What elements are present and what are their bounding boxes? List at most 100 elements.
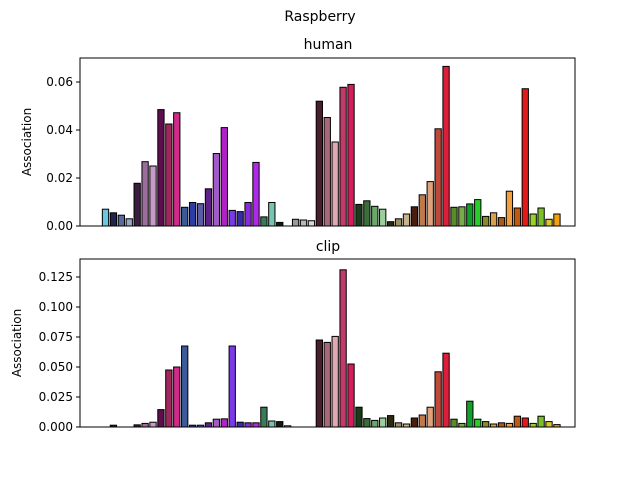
clip-bar [212, 418, 221, 428]
human-bar [489, 212, 498, 227]
human-bar [426, 181, 434, 227]
clip-bar [252, 422, 260, 428]
clip-bar [173, 366, 181, 428]
clip-bar [260, 406, 268, 428]
human-bar [339, 86, 347, 227]
clip-bar [537, 415, 545, 428]
clip-bar [521, 417, 529, 428]
human-bar [450, 206, 458, 227]
human-bar [260, 216, 268, 227]
human-bar [133, 182, 141, 227]
figure-title: Raspberry [284, 9, 355, 25]
clip-bar [165, 369, 173, 428]
clip-bar [276, 421, 284, 428]
human-y-axis-label: Association [20, 108, 34, 176]
human-bar [165, 123, 173, 227]
human-bar [537, 207, 545, 227]
human-bar [204, 188, 213, 227]
clip-bar [220, 418, 228, 428]
clip-bar [323, 341, 331, 428]
human-bar [149, 165, 157, 227]
human-y-tick-label: 0.02 [46, 171, 73, 185]
clip-bar [386, 415, 395, 428]
human-bar [307, 220, 316, 227]
clip-bar [181, 345, 189, 428]
human-bar [363, 200, 371, 227]
human-bar [276, 221, 284, 227]
human-bar [355, 203, 363, 227]
clip-bar [545, 421, 553, 428]
clip-bar [339, 269, 347, 428]
human-y-ticks: 0.00 0.02 0.04 0.06 [46, 75, 80, 233]
human-bar [474, 199, 482, 227]
clip-bar [157, 409, 165, 428]
human-bar [109, 212, 118, 227]
human-bar [497, 217, 506, 227]
human-bar [482, 215, 490, 227]
clip-y-tick-label: 0.075 [39, 330, 73, 344]
human-bar [228, 209, 236, 227]
clip-bar [204, 422, 213, 428]
human-bar [466, 203, 474, 227]
clip-bar [466, 400, 474, 428]
human-bar [402, 213, 411, 227]
human-bar [379, 208, 387, 227]
human-bar [434, 128, 442, 227]
clip-bar [141, 422, 149, 428]
human-bar [513, 207, 521, 227]
human-bar [157, 109, 165, 227]
clip-y-tick-label: 0.050 [39, 360, 73, 374]
human-plot-frame [79, 57, 576, 227]
clip-panel-title: clip [316, 239, 340, 255]
human-bar [529, 213, 537, 227]
clip-bar [497, 422, 506, 428]
clip-bar [418, 414, 426, 428]
clip-bar [331, 335, 339, 428]
clip-bar [394, 422, 403, 428]
human-y-tick-label: 0.00 [46, 219, 73, 233]
clip-bar [347, 363, 355, 428]
clip-bar [379, 417, 387, 428]
human-bar [442, 65, 450, 227]
human-bar [252, 161, 260, 227]
human-bar [291, 218, 300, 227]
clip-bar [450, 418, 458, 428]
human-bar [331, 141, 339, 227]
clip-bar [434, 371, 442, 428]
human-bar [505, 190, 514, 227]
human-bar [244, 201, 252, 227]
human-bar [181, 206, 189, 227]
clip-bars [109, 269, 561, 428]
clip-y-tick-label: 0.000 [39, 420, 73, 434]
human-bar [347, 83, 355, 227]
human-bar [101, 208, 110, 227]
clip-y-tick-label: 0.025 [39, 390, 73, 404]
clip-bar [426, 406, 434, 428]
clip-y-tick-label: 0.100 [39, 300, 73, 314]
clip-y-axis-label: Association [10, 309, 24, 377]
clip-y-ticks: 0.000 0.025 0.050 0.075 0.100 0.125 [39, 270, 80, 434]
human-bar [299, 219, 308, 227]
clip-bar [268, 420, 276, 428]
human-bar [458, 206, 466, 227]
clip-bar [458, 422, 466, 428]
human-bar [323, 117, 331, 227]
human-bar [386, 221, 395, 227]
human-bar [196, 203, 205, 227]
clip-bar [529, 422, 537, 428]
human-bars [101, 65, 561, 227]
human-bar [117, 214, 125, 227]
human-panel: human Association 0.00 0.02 0.04 0.06 [20, 37, 576, 233]
clip-bar [244, 422, 252, 428]
clip-bar [228, 345, 236, 428]
human-bar [553, 213, 561, 227]
human-bar [418, 194, 426, 227]
human-y-tick-label: 0.06 [46, 75, 73, 89]
clip-y-tick-label: 0.125 [39, 270, 73, 284]
human-bar [371, 205, 379, 227]
human-bar [220, 127, 228, 227]
human-bar [188, 201, 197, 227]
clip-bar [505, 422, 514, 428]
human-y-tick-label: 0.04 [46, 123, 73, 137]
human-bar [125, 218, 133, 227]
